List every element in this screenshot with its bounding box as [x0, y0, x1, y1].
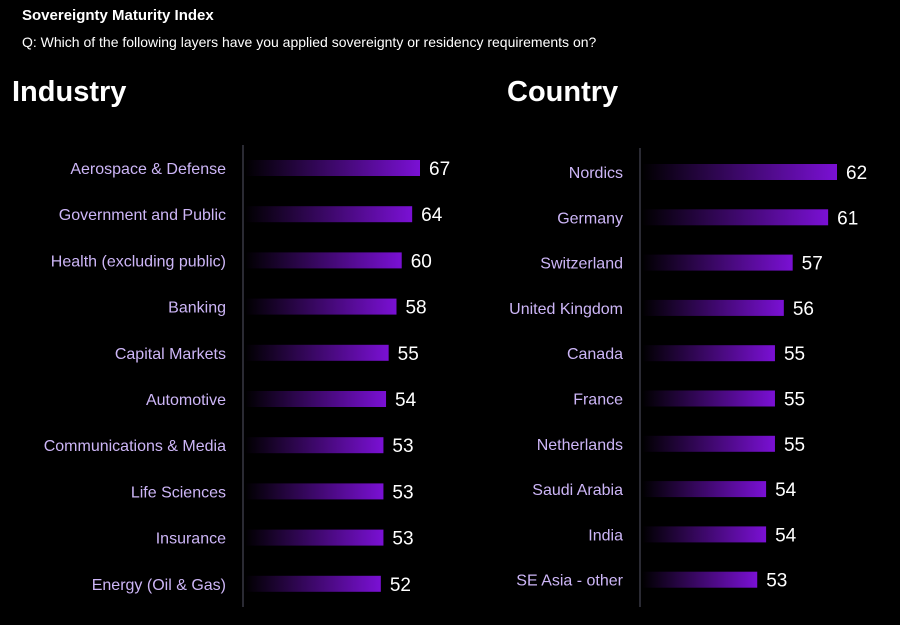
category-label: Automotive [146, 392, 226, 409]
category-label: Insurance [156, 531, 226, 548]
value-label: 60 [411, 251, 432, 272]
value-label: 54 [395, 390, 417, 411]
bar [642, 299, 784, 316]
category-label: France [573, 392, 623, 409]
bar [642, 390, 775, 407]
bar [245, 483, 384, 500]
category-label: Banking [168, 300, 226, 317]
value-label: 64 [421, 205, 443, 226]
bar [245, 160, 420, 176]
bar [245, 344, 389, 361]
category-label: Germany [557, 210, 623, 227]
bar [642, 164, 837, 180]
category-label: Health (excluding public) [51, 253, 226, 270]
bar [245, 437, 384, 454]
bar [642, 571, 758, 588]
value-label: 67 [429, 159, 450, 180]
bar [642, 435, 775, 452]
bar [642, 481, 767, 498]
country-panel-title: Country [507, 76, 619, 108]
value-label: 61 [837, 208, 858, 229]
industry-panel-title: Industry [12, 76, 127, 108]
value-label: 55 [398, 344, 419, 365]
chart-subtitle: Q: Which of the following layers have yo… [22, 34, 597, 50]
bar [642, 345, 775, 362]
bar [245, 252, 402, 269]
category-label: India [588, 527, 623, 544]
value-label: 52 [390, 575, 411, 596]
category-label: Life Sciences [131, 484, 226, 501]
bar [245, 391, 387, 407]
category-label: SE Asia - other [516, 573, 623, 590]
value-label: 57 [802, 254, 823, 275]
category-label: Aerospace & Defense [70, 161, 226, 178]
value-label: 54 [775, 480, 797, 501]
category-label: Canada [567, 346, 623, 363]
bar [245, 206, 413, 223]
value-label: 53 [766, 571, 787, 592]
category-label: Energy (Oil & Gas) [92, 577, 226, 594]
value-label: 56 [793, 299, 814, 320]
category-label: Saudi Arabia [532, 482, 623, 499]
category-label: Nordics [569, 165, 623, 182]
value-label: 55 [784, 344, 805, 365]
category-label: Netherlands [537, 437, 623, 454]
bar [642, 526, 767, 543]
bar [245, 298, 397, 315]
bar [642, 254, 793, 271]
value-label: 62 [846, 163, 867, 184]
value-label: 55 [784, 435, 805, 456]
value-label: 53 [392, 529, 413, 550]
value-label: 58 [405, 298, 426, 319]
category-label: Switzerland [540, 256, 623, 273]
value-label: 53 [392, 482, 413, 503]
category-label: Communications & Media [44, 438, 226, 455]
category-label: United Kingdom [509, 301, 623, 318]
category-label: Capital Markets [115, 346, 226, 363]
bar [245, 575, 381, 592]
chart-title: Sovereignty Maturity Index [22, 7, 214, 24]
value-label: 55 [784, 390, 805, 411]
value-label: 53 [392, 436, 413, 457]
category-label: Government and Public [59, 207, 226, 224]
bar [642, 209, 829, 226]
value-label: 54 [775, 525, 797, 546]
bar [245, 529, 384, 546]
